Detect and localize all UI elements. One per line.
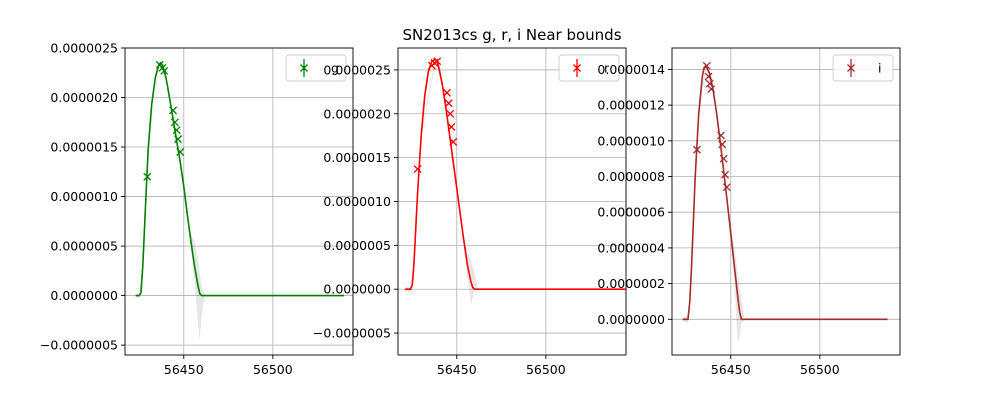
data-point-g [160,66,169,75]
y-tick-label: 0.0000015 [323,150,391,165]
x-tick-label: 56450 [164,362,204,377]
model-line-g [135,61,345,297]
y-tick-label: 0.0000014 [597,62,665,77]
model-line-i [682,64,888,321]
y-tick-label: 0.0000002 [597,276,665,291]
x-tick-label: 56450 [437,362,477,377]
data-point-i [692,145,701,154]
data-point-g [176,148,185,156]
legend-marker [847,59,855,77]
data-point-i [707,85,716,94]
y-tick-label: 0.0000010 [50,189,118,204]
y-tick-label: 0.0000020 [50,90,118,105]
y-tick-label: 0.0000000 [597,312,665,327]
y-tick-label: 0.0000010 [323,194,391,209]
plot-area-i [682,61,888,343]
data-point-r [449,137,458,146]
y-tick-label: −0.0000005 [40,338,118,353]
data-point-g [143,172,152,181]
data-point-i [719,154,728,163]
uncertainty-band-g [135,62,345,341]
panel-g: 56450 56500 −0.0000005 0.0000000 0.0000005 0.… [40,41,354,377]
legend-label: r [604,61,610,76]
data-point-i [718,140,727,149]
y-tick-label: 0.0000000 [50,288,118,303]
panel-r: 56450 56500 −0.0000005 0.0000000 0.0000005 0.… [313,47,627,377]
legend-label: i [878,61,881,76]
legend-marker [300,59,308,77]
y-tick-label: 0.0000005 [323,238,391,253]
legend-box [558,54,620,82]
uncertainty-band-r [405,56,626,305]
data-point-g [174,135,183,144]
x-tick-label: 56500 [253,362,293,377]
data-point-r [413,165,422,174]
data-point-g [170,118,179,127]
legend-label: g [331,61,339,76]
legend-r: r [558,54,620,82]
y-tick-label: 0.0000010 [597,133,665,148]
y-tick-label: 0.0000012 [597,98,665,113]
axes-frame-g [124,47,354,356]
axes-frame-i [671,47,901,356]
data-point-i [722,183,731,192]
y-tick-label: 0.0000000 [323,282,391,297]
legend-g: g [285,54,347,82]
plot-area-g [135,60,345,341]
y-tick-label: 0.0000006 [597,205,665,220]
data-point-r [444,99,453,108]
legend-marker [573,59,581,77]
y-tick-label: 0.0000025 [323,62,391,77]
panel-i: 56450 56500 0.0000000 0.0000002 0.0000004 0.0… [597,47,901,377]
data-point-g [172,126,181,135]
data-point-r [447,122,456,131]
data-point-r [446,109,455,118]
x-tick-label: 56500 [526,362,566,377]
figure-title: SN2013cs g, r, i Near bounds [402,26,621,44]
data-point-i [702,61,711,70]
plot-area-r [405,56,626,305]
x-tick-label: 56500 [800,362,840,377]
y-tick-label: 0.0000008 [597,169,665,184]
x-tick-label: 56450 [711,362,751,377]
data-point-i [704,72,713,81]
legend-box [832,54,894,82]
y-tick-label: −0.0000005 [313,326,391,341]
legend-box [285,54,347,82]
data-point-r [433,57,442,66]
data-point-r [443,88,451,97]
y-tick-label: 0.0000015 [50,140,118,155]
y-tick-label: 0.0000004 [597,240,665,255]
model-line-r [405,58,626,291]
uncertainty-band-i [682,62,888,343]
y-tick-label: 0.0000020 [323,106,391,121]
legend-i: i [832,54,894,82]
y-tick-label: 0.0000005 [50,239,118,254]
data-point-i [717,131,725,140]
data-point-i [721,170,730,179]
data-point-g [169,106,178,115]
y-tick-label: 0.0000025 [50,41,118,56]
